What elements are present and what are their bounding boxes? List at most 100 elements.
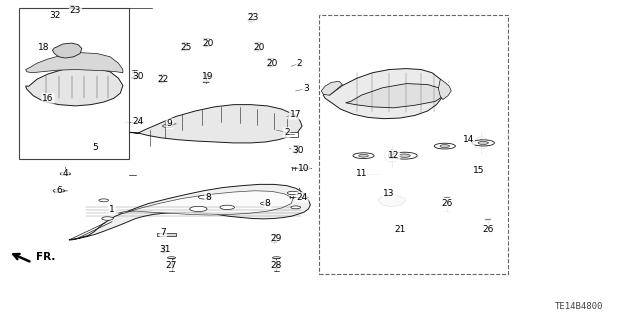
Text: 30: 30 — [132, 72, 143, 81]
Ellipse shape — [474, 137, 488, 149]
Ellipse shape — [358, 154, 369, 157]
Text: 18: 18 — [38, 43, 49, 52]
Ellipse shape — [203, 45, 209, 47]
Ellipse shape — [291, 206, 301, 209]
Ellipse shape — [304, 196, 307, 199]
Text: 31: 31 — [159, 245, 171, 254]
Ellipse shape — [53, 189, 65, 192]
Text: 29: 29 — [271, 234, 282, 243]
Text: 30: 30 — [292, 146, 303, 155]
Text: 20: 20 — [266, 59, 278, 68]
Text: 24: 24 — [132, 117, 143, 126]
Text: 11: 11 — [356, 169, 367, 178]
Ellipse shape — [90, 146, 99, 149]
Text: 9: 9 — [167, 119, 172, 128]
Ellipse shape — [220, 205, 234, 210]
Text: 17: 17 — [290, 110, 301, 119]
Text: 8: 8 — [265, 199, 270, 208]
Ellipse shape — [478, 140, 484, 146]
Ellipse shape — [273, 257, 280, 259]
Ellipse shape — [287, 191, 299, 195]
Ellipse shape — [248, 20, 254, 21]
Ellipse shape — [307, 167, 309, 170]
Ellipse shape — [68, 12, 75, 14]
Ellipse shape — [163, 124, 173, 128]
Polygon shape — [26, 68, 123, 106]
Polygon shape — [438, 79, 451, 100]
Text: 23: 23 — [70, 6, 81, 15]
Ellipse shape — [139, 120, 141, 123]
Text: 25: 25 — [180, 43, 191, 52]
Ellipse shape — [102, 217, 113, 220]
Ellipse shape — [267, 65, 273, 67]
Text: 23: 23 — [247, 13, 259, 22]
Ellipse shape — [385, 150, 399, 162]
Ellipse shape — [271, 241, 277, 242]
Ellipse shape — [260, 202, 271, 205]
Text: 28: 28 — [271, 261, 282, 270]
Text: TE14B4800: TE14B4800 — [555, 302, 604, 311]
Text: 21: 21 — [394, 225, 406, 234]
Ellipse shape — [353, 153, 374, 159]
Ellipse shape — [158, 81, 164, 83]
Ellipse shape — [434, 143, 456, 149]
Text: 27: 27 — [166, 261, 177, 270]
Ellipse shape — [399, 154, 410, 157]
Ellipse shape — [168, 257, 175, 259]
Text: 2: 2 — [297, 59, 302, 68]
Ellipse shape — [99, 199, 109, 202]
Text: 20: 20 — [202, 39, 214, 48]
Text: 13: 13 — [383, 189, 395, 198]
Ellipse shape — [49, 18, 56, 19]
Text: 6: 6 — [56, 186, 61, 195]
Text: 32: 32 — [49, 11, 61, 20]
Text: 20: 20 — [253, 43, 265, 52]
Polygon shape — [118, 191, 293, 215]
Bar — [19, 8, 129, 159]
Text: 1: 1 — [109, 205, 115, 214]
Text: 12: 12 — [388, 151, 399, 160]
Ellipse shape — [395, 231, 401, 233]
Polygon shape — [346, 84, 445, 108]
Polygon shape — [378, 195, 406, 207]
Text: FR.: FR. — [36, 252, 56, 262]
Ellipse shape — [478, 141, 488, 145]
Ellipse shape — [60, 173, 70, 175]
Ellipse shape — [292, 152, 299, 153]
Text: 16: 16 — [42, 94, 54, 103]
Ellipse shape — [181, 49, 188, 51]
Ellipse shape — [203, 81, 209, 83]
Text: 5: 5 — [92, 143, 97, 152]
Ellipse shape — [131, 77, 138, 78]
Ellipse shape — [388, 153, 395, 159]
Ellipse shape — [472, 169, 485, 173]
Polygon shape — [323, 69, 445, 119]
Text: 10: 10 — [298, 164, 310, 173]
Text: 22: 22 — [157, 75, 169, 84]
Ellipse shape — [440, 145, 449, 147]
Text: 3: 3 — [303, 84, 308, 93]
Polygon shape — [69, 184, 310, 240]
Ellipse shape — [189, 206, 207, 211]
Ellipse shape — [392, 152, 417, 159]
Ellipse shape — [484, 219, 492, 220]
Text: 19: 19 — [202, 72, 214, 81]
Polygon shape — [52, 43, 82, 58]
Polygon shape — [321, 81, 342, 95]
Ellipse shape — [161, 251, 166, 253]
Text: 7: 7 — [161, 228, 166, 237]
Polygon shape — [129, 105, 302, 143]
Text: 4: 4 — [63, 169, 68, 178]
Text: 15: 15 — [473, 166, 484, 175]
Ellipse shape — [472, 140, 495, 146]
Text: 2: 2 — [284, 128, 289, 137]
Bar — [157, 233, 176, 236]
Ellipse shape — [198, 195, 211, 199]
Text: 26: 26 — [482, 225, 493, 234]
Ellipse shape — [443, 196, 451, 198]
Polygon shape — [26, 53, 123, 73]
Text: 24: 24 — [296, 193, 308, 202]
Ellipse shape — [254, 49, 260, 51]
Bar — [319, 15, 508, 274]
Text: 14: 14 — [463, 135, 474, 144]
